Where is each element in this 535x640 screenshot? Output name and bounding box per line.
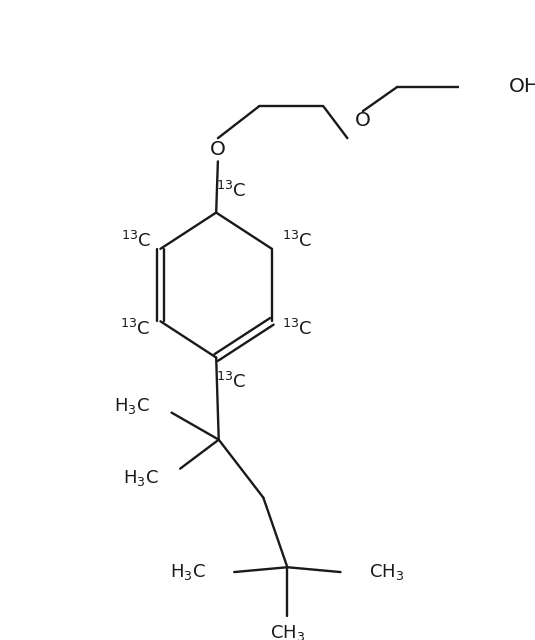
Text: O: O [355, 111, 371, 131]
Text: $^{13}$C: $^{13}$C [121, 231, 151, 251]
Text: CH$_3$: CH$_3$ [270, 623, 305, 640]
Text: $^{13}$C: $^{13}$C [217, 372, 247, 392]
Text: $^{13}$C: $^{13}$C [217, 181, 247, 202]
Text: $^{13}$C: $^{13}$C [282, 319, 313, 339]
Text: OH: OH [509, 77, 535, 97]
Text: H$_3$C: H$_3$C [170, 562, 206, 582]
Text: CH$_3$: CH$_3$ [369, 562, 404, 582]
Text: H$_3$C: H$_3$C [123, 468, 159, 488]
Text: H$_3$C: H$_3$C [114, 396, 150, 416]
Text: $^{13}$C: $^{13}$C [120, 319, 150, 339]
Text: O: O [210, 140, 226, 159]
Text: $^{13}$C: $^{13}$C [282, 231, 313, 251]
